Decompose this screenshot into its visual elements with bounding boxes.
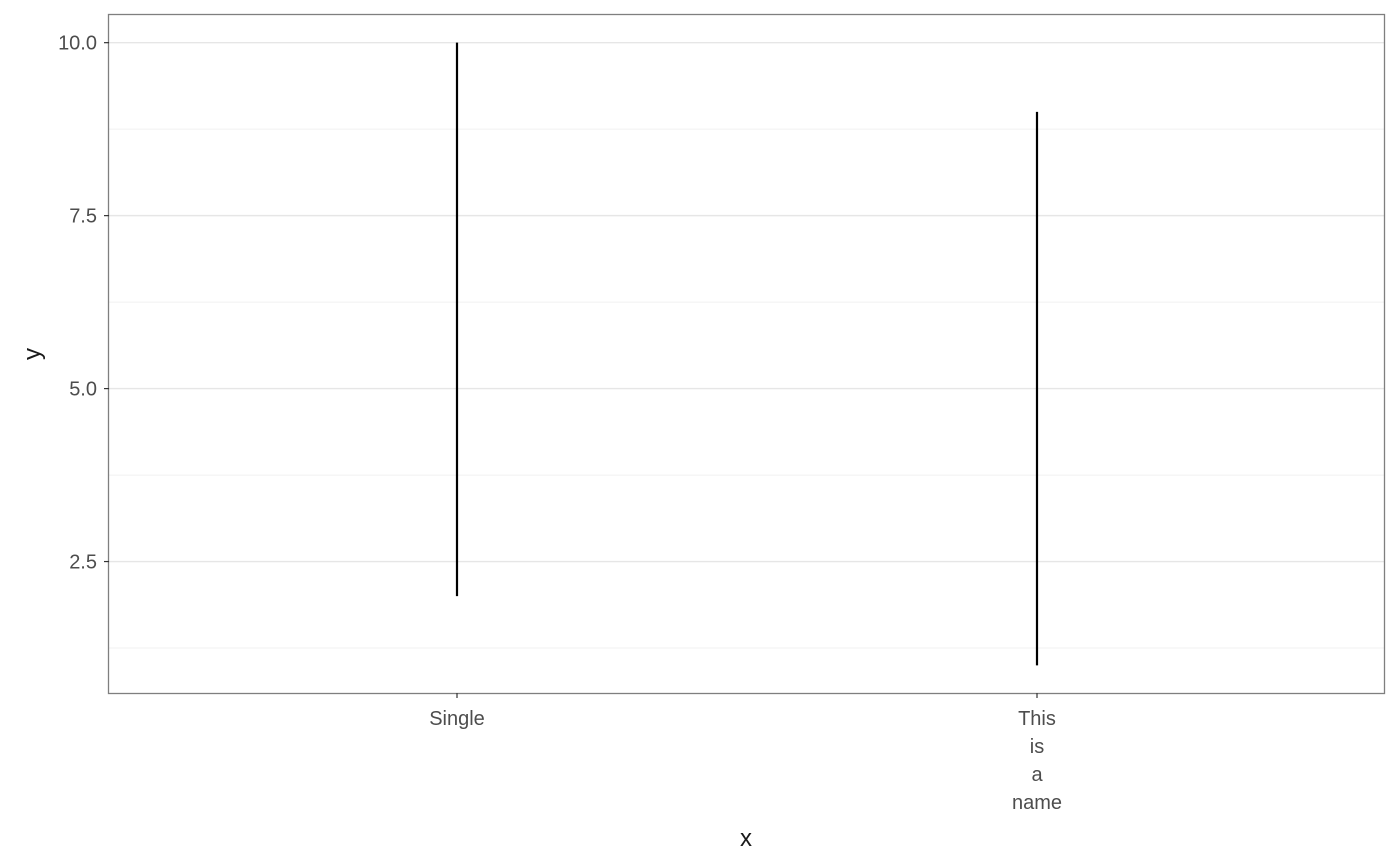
- y-axis-title: y: [19, 348, 46, 360]
- range-layer: [455, 42, 1039, 666]
- x-tick-label-line: This: [1018, 708, 1056, 730]
- panel-border: [107, 13, 1386, 695]
- x-tick-label-line: name: [1012, 792, 1062, 814]
- y-tick-label: 7.5: [69, 206, 97, 228]
- grid-layer: [109, 41, 1385, 649]
- x-axis-title: x: [740, 825, 752, 852]
- x-axis-ticks: Single This is a name: [429, 693, 1062, 814]
- x-tick-label-line: is: [1030, 736, 1044, 758]
- y-axis-ticks: 2.5 5.0 7.5 10.0: [58, 33, 109, 574]
- x-tick-label-line: a: [1031, 764, 1043, 786]
- x-tick-label: Single: [429, 708, 485, 730]
- x-tick-label: This is a name: [1012, 708, 1062, 814]
- y-tick-label: 5.0: [69, 379, 97, 401]
- x-tick-label-line: Single: [429, 708, 485, 730]
- y-tick-label: 10.0: [58, 33, 97, 55]
- y-tick-label: 2.5: [69, 552, 97, 574]
